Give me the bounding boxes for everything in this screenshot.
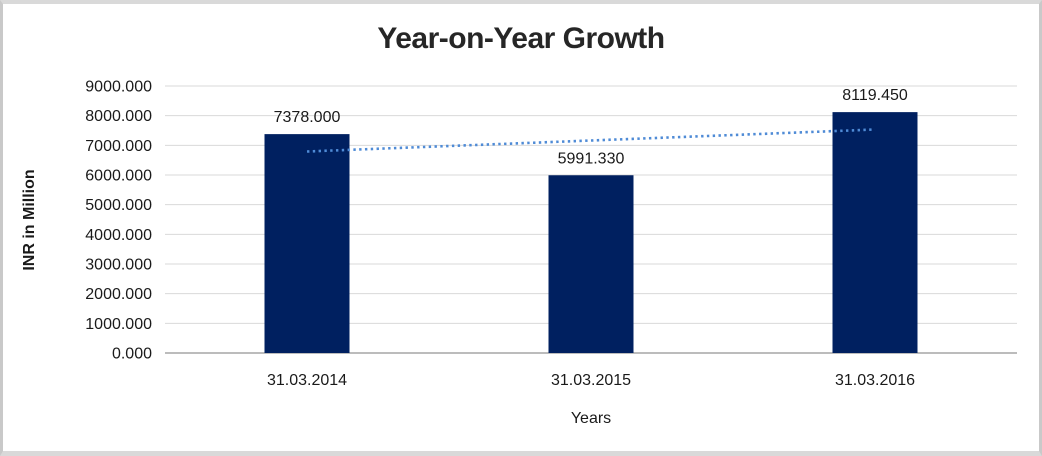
chart-title: Year-on-Year Growth [377, 22, 665, 55]
y-tick-label: 2000.000 [85, 286, 152, 303]
y-tick-label: 0.000 [112, 346, 152, 363]
y-tick-label: 1000.000 [85, 316, 152, 333]
y-tick-label: 4000.000 [85, 227, 152, 244]
x-tick-label: 31.03.2016 [835, 372, 915, 389]
y-tick-label: 7000.000 [85, 138, 152, 155]
y-tick-label: 9000.000 [85, 79, 152, 96]
y-tick-label: 6000.000 [85, 168, 152, 185]
y-tick-label: 8000.000 [85, 108, 152, 125]
bar-value-label: 7378.000 [274, 109, 341, 126]
bar-value-label: 8119.450 [842, 87, 908, 104]
bar-31.03.2014 [264, 134, 350, 353]
trendline [306, 128, 876, 153]
plot-area: 0.000 1000.000 2000.000 3000.000 4000.000 500… [85, 79, 1017, 389]
bar-31.03.2015 [548, 175, 634, 353]
y-tick-label: 3000.000 [85, 257, 152, 274]
bar-value-label: 5991.330 [558, 150, 625, 167]
bar-31.03.2016 [832, 112, 918, 353]
x-tick-label: 31.03.2015 [551, 372, 631, 389]
x-axis-title: Years [570, 410, 612, 427]
y-tick-label: 5000.000 [85, 197, 152, 214]
x-tick-label: 31.03.2014 [267, 372, 347, 389]
